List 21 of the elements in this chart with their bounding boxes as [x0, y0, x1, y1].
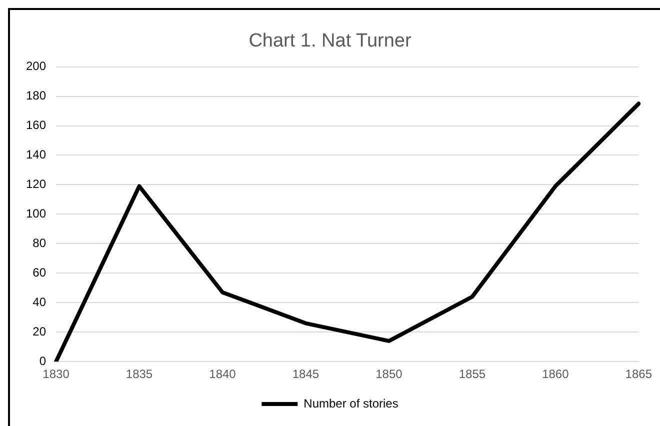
x-tick-label: 1850	[376, 367, 403, 382]
legend-label: Number of stories	[304, 396, 398, 410]
x-tick-label: 1860	[542, 367, 570, 382]
y-tick-label: 120	[26, 177, 46, 192]
y-tick-label: 140	[26, 148, 46, 162]
y-tick-label: 0	[39, 354, 46, 368]
y-tick-label: 180	[26, 88, 46, 103]
chart-title: Chart 1. Nat Turner	[248, 30, 412, 52]
x-tick-label: 1855	[458, 367, 486, 382]
x-tick-label: 1830	[42, 367, 70, 382]
y-tick-label: 20	[32, 324, 46, 338]
y-tick-label: 80	[32, 236, 46, 250]
y-tick-label: 100	[26, 206, 46, 221]
x-tick-label: 1835	[126, 367, 153, 382]
y-tick-label: 200	[26, 59, 46, 74]
y-tick-label: 160	[26, 118, 46, 132]
x-tick-label: 1845	[292, 367, 320, 382]
x-tick-label: 1865	[625, 367, 652, 382]
x-tick-label: 1840	[209, 367, 236, 382]
y-tick-label: 60	[32, 265, 46, 280]
y-tick-label: 40	[32, 294, 46, 309]
